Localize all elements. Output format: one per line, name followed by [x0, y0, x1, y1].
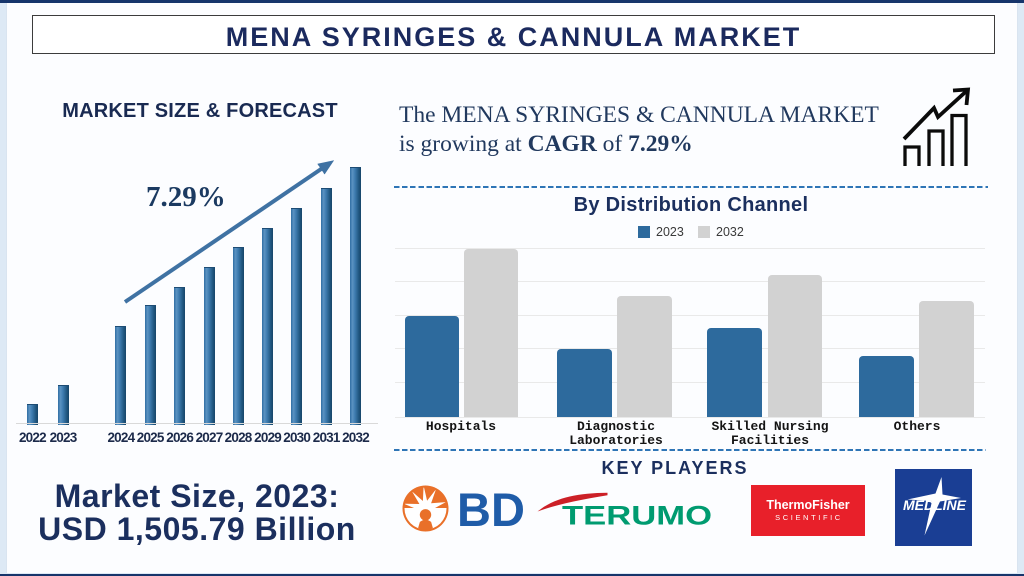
svg-text:MEDLINE: MEDLINE	[903, 497, 967, 513]
svg-text:TERUMO: TERUMO	[562, 501, 712, 531]
svg-text:BD: BD	[457, 483, 525, 535]
